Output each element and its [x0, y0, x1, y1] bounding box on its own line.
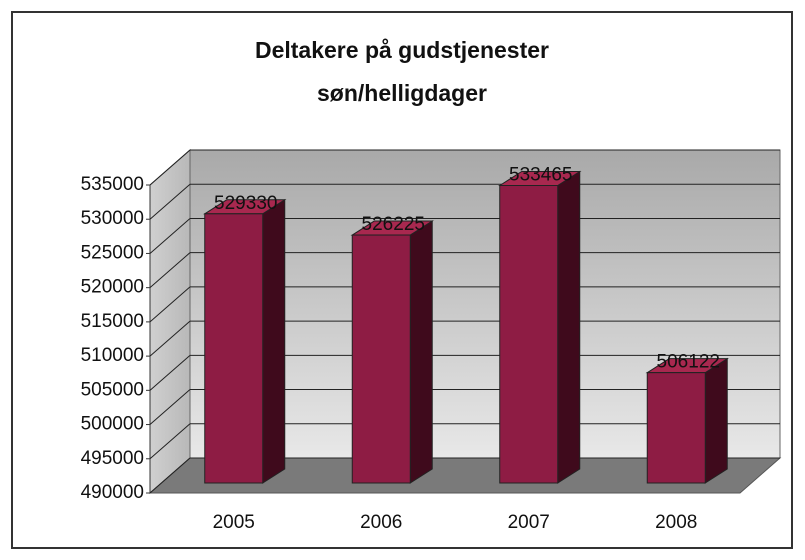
bar	[499, 185, 559, 484]
grid-line	[149, 149, 191, 186]
bar	[646, 372, 706, 484]
x-tick-label: 2007	[508, 512, 550, 533]
grid-line	[149, 457, 191, 494]
grid-line	[149, 183, 191, 220]
y-tick-label: 500000	[81, 414, 144, 435]
chart-title: Deltakere på gudstjenester	[255, 37, 549, 63]
bar-side	[409, 220, 433, 484]
grid-line	[149, 320, 191, 357]
x-tick-label: 2006	[360, 512, 402, 533]
grid-line	[149, 423, 191, 460]
grid-line	[149, 218, 191, 254]
x-tick-label: 2008	[655, 512, 697, 533]
chart-subtitle: søn/helligdager	[317, 80, 487, 106]
grid-line	[149, 354, 191, 391]
data-label: 526225	[362, 214, 425, 235]
data-label: 533465	[509, 165, 572, 186]
grid-line	[149, 286, 191, 323]
y-tick-label: 510000	[81, 345, 144, 366]
x-tick-label: 2005	[213, 512, 255, 533]
y-tick-label: 495000	[81, 448, 144, 469]
bar-side	[262, 198, 286, 484]
grid-line	[149, 252, 191, 289]
bar	[351, 234, 411, 484]
bar-side	[557, 170, 581, 484]
y-tick-label: 505000	[81, 379, 144, 400]
grid-line	[149, 389, 191, 425]
bar-side	[704, 357, 728, 484]
y-tick-label: 530000	[81, 208, 144, 229]
y-tick-label: 535000	[81, 174, 144, 195]
data-label: 506122	[657, 352, 720, 373]
y-tick-label: 515000	[81, 311, 144, 332]
data-label: 529330	[214, 193, 277, 214]
y-tick-label: 525000	[81, 242, 144, 263]
y-tick-label: 490000	[81, 482, 144, 503]
y-tick-label: 520000	[81, 277, 144, 298]
bar	[204, 213, 264, 484]
